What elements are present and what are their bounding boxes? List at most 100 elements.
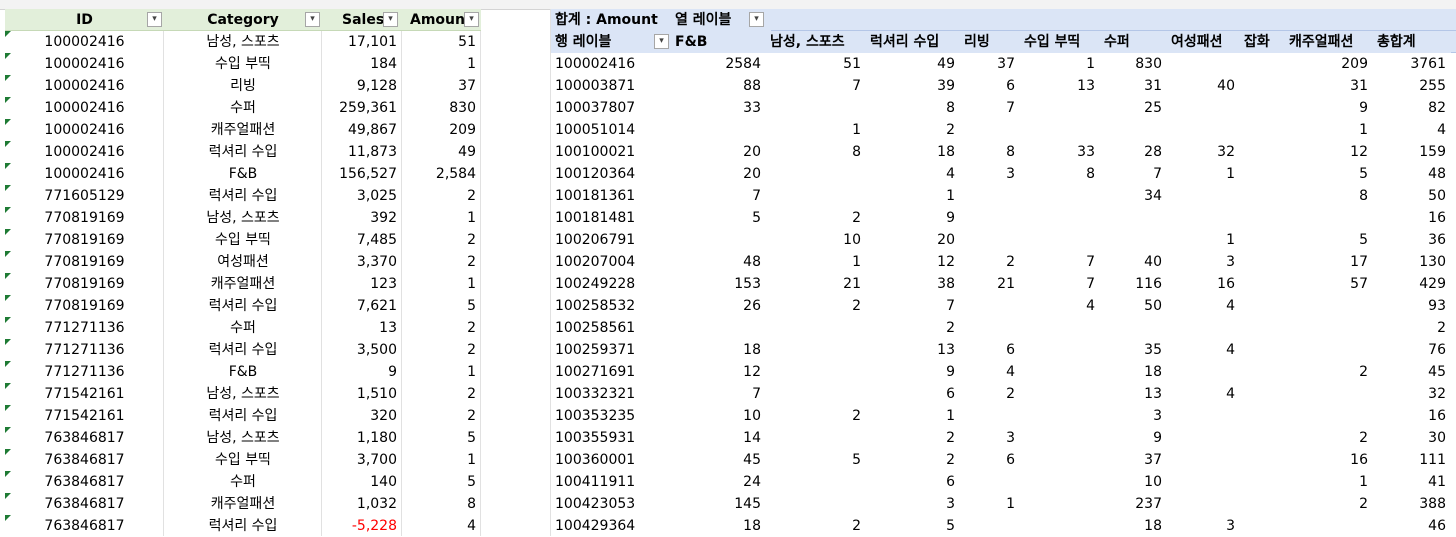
pivot-value-cell[interactable]: 37 <box>1144 452 1162 468</box>
category-cell[interactable]: 수퍼 <box>230 474 256 490</box>
pivot-value-cell[interactable]: 10 <box>1144 474 1162 490</box>
pivot-value-cell[interactable]: 7 <box>752 188 761 204</box>
pivot-value-cell[interactable]: 8 <box>1359 188 1368 204</box>
amount-cell[interactable]: 5 <box>467 430 476 446</box>
pivot-value-cell[interactable] <box>1240 383 1285 405</box>
category-cell[interactable]: 수입 부띡 <box>215 452 271 468</box>
category-cell[interactable]: 남성, 스포츠 <box>206 386 280 402</box>
pivot-value-cell[interactable] <box>1020 97 1100 119</box>
pivot-value-cell[interactable]: 8 <box>852 144 861 160</box>
category-cell[interactable]: 여성패션 <box>217 254 269 270</box>
pivot-value-cell[interactable] <box>1240 119 1285 141</box>
pivot-grand-total-cell[interactable]: 2 <box>1437 320 1446 336</box>
category-cell[interactable]: 남성, 스포츠 <box>206 430 280 446</box>
pivot-grand-total-cell[interactable]: 45 <box>1428 364 1446 380</box>
sales-cell[interactable]: 1,510 <box>356 386 397 402</box>
pivot-value-cell[interactable]: 2 <box>1359 364 1368 380</box>
pivot-row-label[interactable]: 100332321 <box>555 386 636 402</box>
pivot-column-header[interactable]: 수입 부띡 <box>1020 31 1100 53</box>
pivot-value-cell[interactable]: 1 <box>1086 56 1095 72</box>
pivot-grand-total-cell[interactable]: 3761 <box>1410 56 1446 72</box>
id-cell[interactable]: 770819169 <box>44 276 125 292</box>
pivot-value-cell[interactable]: 45 <box>743 452 761 468</box>
pivot-value-cell[interactable]: 2 <box>1006 254 1015 270</box>
amount-cell[interactable]: 49 <box>458 144 476 160</box>
pivot-value-cell[interactable]: 3 <box>946 496 955 512</box>
pivot-value-cell[interactable]: 13 <box>1144 386 1162 402</box>
pivot-value-cell[interactable] <box>1020 405 1100 427</box>
category-cell[interactable]: 수퍼 <box>230 320 256 336</box>
pivot-row-label[interactable]: 100249228 <box>555 276 636 292</box>
pivot-value-cell[interactable] <box>1240 75 1285 97</box>
sales-cell[interactable]: 1,032 <box>356 496 397 512</box>
pivot-row-label[interactable]: 100002416 <box>555 56 636 72</box>
pivot-value-cell[interactable]: 33 <box>1077 144 1095 160</box>
pivot-value-cell[interactable] <box>1240 471 1285 493</box>
pivot-value-cell[interactable]: 21 <box>843 276 861 292</box>
pivot-value-cell[interactable] <box>1240 163 1285 185</box>
id-cell[interactable]: 771271136 <box>44 364 125 380</box>
pivot-grand-total-cell[interactable]: 159 <box>1419 144 1446 160</box>
pivot-value-cell[interactable] <box>1240 295 1285 317</box>
pivot-value-cell[interactable] <box>1020 493 1100 515</box>
pivot-value-cell[interactable]: 1 <box>852 122 861 138</box>
pivot-value-cell[interactable] <box>1167 97 1240 119</box>
id-cell[interactable]: 763846817 <box>44 452 125 468</box>
pivot-value-cell[interactable]: 32 <box>1217 144 1235 160</box>
pivot-value-cell[interactable] <box>766 471 866 493</box>
pivot-value-cell[interactable]: 20 <box>743 166 761 182</box>
id-cell[interactable]: 100002416 <box>44 56 125 72</box>
pivot-value-cell[interactable] <box>1167 471 1240 493</box>
pivot-value-cell[interactable] <box>1167 185 1240 207</box>
pivot-value-cell[interactable] <box>1240 317 1285 339</box>
category-cell[interactable]: 럭셔리 수입 <box>208 144 278 160</box>
pivot-value-cell[interactable]: 2 <box>1006 386 1015 402</box>
pivot-value-cell[interactable]: 2 <box>946 452 955 468</box>
pivot-value-cell[interactable]: 1 <box>1359 122 1368 138</box>
pivot-row-label[interactable]: 100360001 <box>555 452 636 468</box>
pivot-value-cell[interactable]: 5 <box>946 518 955 534</box>
id-cell[interactable]: 771542161 <box>44 386 125 402</box>
pivot-value-cell[interactable]: 2 <box>852 518 861 534</box>
pivot-value-cell[interactable] <box>766 185 866 207</box>
id-cell[interactable]: 100002416 <box>44 34 125 50</box>
sales-cell[interactable]: 17,101 <box>348 34 397 50</box>
pivot-value-cell[interactable]: 35 <box>1144 342 1162 358</box>
pivot-value-cell[interactable] <box>1167 53 1240 75</box>
pivot-value-cell[interactable] <box>1167 361 1240 383</box>
pivot-value-cell[interactable]: 18 <box>1144 364 1162 380</box>
id-cell[interactable]: 763846817 <box>44 496 125 512</box>
sales-cell[interactable]: 7,485 <box>356 232 397 248</box>
amount-cell[interactable]: 2 <box>467 408 476 424</box>
pivot-row-label[interactable]: 100429364 <box>555 518 636 534</box>
sales-cell[interactable]: 13 <box>379 320 397 336</box>
id-cell[interactable]: 771271136 <box>44 342 125 358</box>
pivot-value-cell[interactable]: 2 <box>852 210 861 226</box>
pivot-value-cell[interactable]: 830 <box>1135 56 1162 72</box>
pivot-value-cell[interactable]: 9 <box>946 364 955 380</box>
pivot-value-cell[interactable] <box>1167 317 1240 339</box>
pivot-grand-total-cell[interactable]: 76 <box>1428 342 1446 358</box>
pivot-value-cell[interactable] <box>766 97 866 119</box>
category-cell[interactable]: 럭셔리 수입 <box>208 298 278 314</box>
pivot-value-cell[interactable] <box>1285 295 1373 317</box>
amount-cell[interactable]: 5 <box>467 298 476 314</box>
pivot-grand-total-cell[interactable]: 429 <box>1419 276 1446 292</box>
pivot-value-cell[interactable]: 6 <box>946 474 955 490</box>
pivot-value-cell[interactable]: 14 <box>743 430 761 446</box>
pivot-value-cell[interactable]: 12 <box>937 254 955 270</box>
amount-cell[interactable]: 37 <box>458 78 476 94</box>
amount-cell[interactable]: 8 <box>467 496 476 512</box>
pivot-column-header[interactable]: 럭셔리 수입 <box>866 31 960 53</box>
amount-cell[interactable]: 2 <box>467 342 476 358</box>
pivot-value-cell[interactable] <box>1020 185 1100 207</box>
pivot-value-cell[interactable] <box>1240 229 1285 251</box>
pivot-value-cell[interactable] <box>1240 493 1285 515</box>
sales-cell[interactable]: 3,025 <box>356 188 397 204</box>
pivot-value-cell[interactable] <box>960 317 1020 339</box>
pivot-value-cell[interactable]: 57 <box>1350 276 1368 292</box>
pivot-grand-total-cell[interactable]: 130 <box>1419 254 1446 270</box>
sales-cell[interactable]: 259,361 <box>339 100 397 116</box>
pivot-value-cell[interactable]: 17 <box>1350 254 1368 270</box>
pivot-column-header[interactable]: 여성패션 <box>1167 31 1240 53</box>
